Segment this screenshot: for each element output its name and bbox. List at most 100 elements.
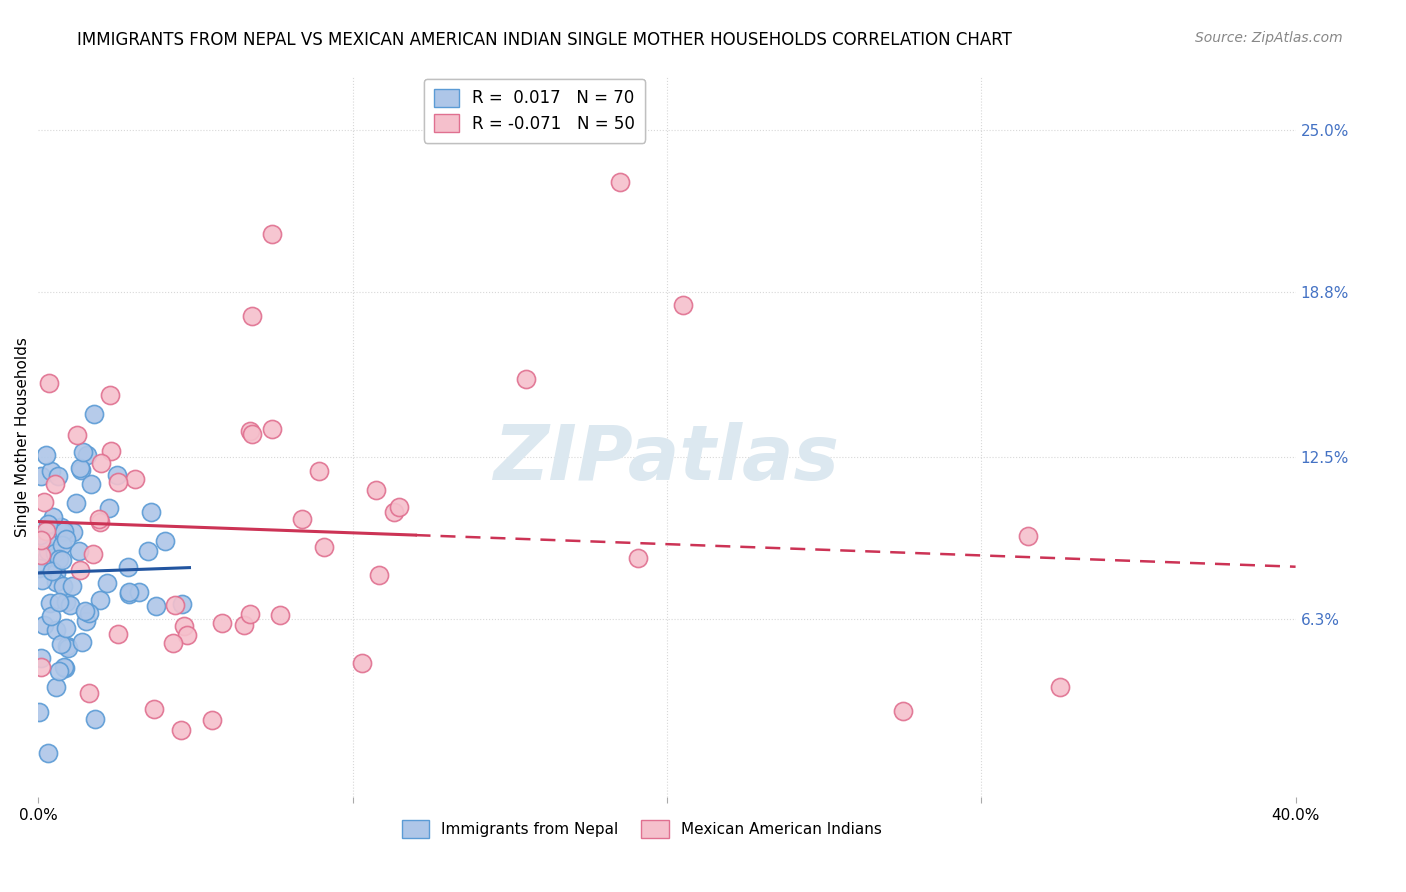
- Point: [32, 617, 55, 632]
- Point: [162, 636, 184, 650]
- Point: [37, 516, 59, 531]
- Point: [30, 651, 52, 665]
- Point: [291, 512, 314, 526]
- Point: [55, 621, 77, 635]
- Point: [28, 705, 51, 719]
- Point: [30, 659, 52, 673]
- Point: [51, 553, 73, 567]
- Point: [59, 599, 82, 613]
- Point: [1017, 528, 1039, 542]
- Point: [39, 596, 62, 610]
- Point: [52, 524, 75, 538]
- Point: [260, 227, 283, 241]
- Point: [260, 422, 283, 436]
- Point: [49, 637, 72, 651]
- Point: [55, 532, 77, 546]
- Point: [170, 723, 193, 737]
- Point: [37, 549, 59, 564]
- Point: [73, 604, 96, 618]
- Point: [176, 628, 198, 642]
- Point: [48, 551, 70, 566]
- Point: [52, 579, 75, 593]
- Point: [107, 475, 129, 490]
- Point: [627, 550, 650, 565]
- Point: [79, 686, 101, 700]
- Point: [66, 428, 89, 442]
- Point: [35, 524, 58, 539]
- Text: IMMIGRANTS FROM NEPAL VS MEXICAN AMERICAN INDIAN SINGLE MOTHER HOUSEHOLDS CORREL: IMMIGRANTS FROM NEPAL VS MEXICAN AMERICA…: [77, 31, 1012, 49]
- Point: [28, 561, 51, 575]
- Point: [98, 501, 121, 516]
- Point: [312, 540, 335, 554]
- Point: [89, 592, 111, 607]
- Point: [350, 656, 373, 670]
- Legend: R =  0.017   N = 70, R = -0.071   N = 50: R = 0.017 N = 70, R = -0.071 N = 50: [423, 78, 645, 143]
- Point: [100, 444, 122, 458]
- Point: [364, 483, 387, 498]
- Point: [38, 376, 60, 391]
- Point: [82, 548, 104, 562]
- Point: [72, 444, 94, 458]
- Point: [143, 702, 166, 716]
- Point: [45, 574, 67, 589]
- Point: [388, 500, 411, 514]
- Point: [136, 543, 159, 558]
- Point: [41, 510, 63, 524]
- Point: [48, 595, 70, 609]
- Point: [75, 615, 97, 629]
- Point: [32, 494, 55, 508]
- Point: [145, 599, 167, 613]
- Point: [45, 680, 67, 694]
- Point: [269, 607, 291, 622]
- Point: [30, 527, 52, 541]
- Point: [153, 533, 176, 548]
- Point: [163, 598, 186, 612]
- Y-axis label: Single Mother Households: Single Mother Households: [15, 337, 30, 537]
- Point: [240, 426, 263, 441]
- Point: [48, 469, 70, 483]
- Point: [382, 505, 405, 519]
- Point: [233, 618, 256, 632]
- Point: [35, 533, 58, 548]
- Point: [53, 661, 76, 675]
- Text: ZIPatlas: ZIPatlas: [494, 422, 839, 496]
- Point: [69, 563, 91, 577]
- Point: [83, 407, 105, 421]
- Point: [65, 495, 87, 509]
- Point: [79, 606, 101, 620]
- Point: [30, 533, 52, 547]
- Point: [515, 371, 537, 385]
- Point: [44, 477, 66, 491]
- Point: [39, 464, 62, 478]
- Point: [107, 627, 129, 641]
- Point: [201, 713, 224, 727]
- Point: [49, 520, 72, 534]
- Point: [41, 565, 63, 579]
- Point: [70, 635, 93, 649]
- Point: [124, 472, 146, 486]
- Point: [56, 639, 79, 653]
- Point: [239, 424, 262, 438]
- Point: [84, 712, 107, 726]
- Point: [60, 579, 83, 593]
- Point: [48, 664, 70, 678]
- Point: [367, 567, 389, 582]
- Point: [128, 584, 150, 599]
- Point: [44, 546, 66, 560]
- Point: [308, 464, 330, 478]
- Point: [96, 576, 118, 591]
- Point: [31, 573, 53, 587]
- Point: [89, 512, 111, 526]
- Point: [76, 448, 98, 462]
- Point: [1049, 681, 1071, 695]
- Point: [672, 298, 695, 312]
- Point: [891, 704, 914, 718]
- Point: [44, 624, 66, 638]
- Text: Source: ZipAtlas.com: Source: ZipAtlas.com: [1195, 31, 1343, 45]
- Point: [609, 175, 631, 189]
- Point: [37, 746, 59, 760]
- Point: [39, 608, 62, 623]
- Point: [70, 463, 93, 477]
- Point: [117, 559, 139, 574]
- Point: [141, 505, 163, 519]
